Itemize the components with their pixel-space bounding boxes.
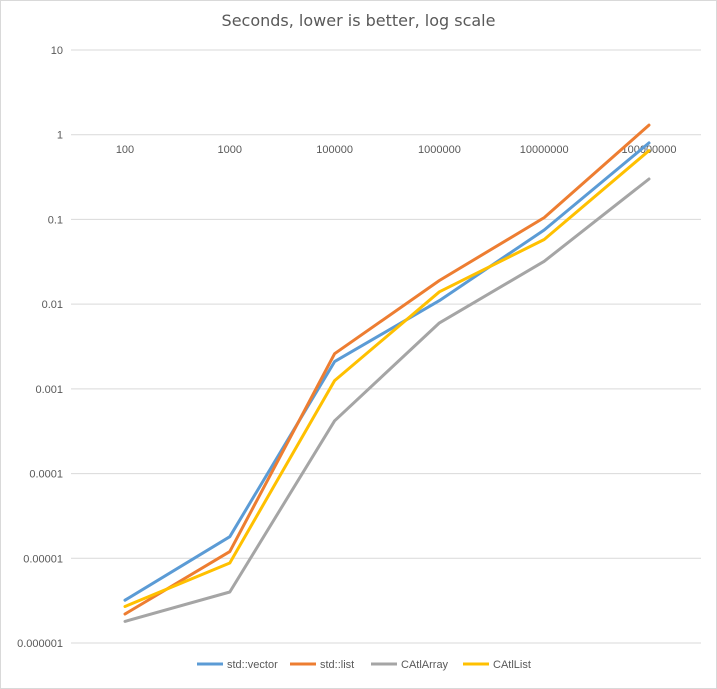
series-catllist	[123, 149, 651, 608]
legend-label: CAtlList	[493, 659, 531, 671]
chart-title: Seconds, lower is better, log scale	[221, 11, 496, 30]
y-tick-label: 0.001	[35, 384, 63, 396]
legend-item: CAtlList	[463, 659, 531, 671]
y-tick-label: 10	[51, 45, 63, 57]
x-tick-label: 100000	[316, 144, 353, 156]
x-tick-label: 1000000	[418, 144, 461, 156]
legend-label: CAtlArray	[401, 659, 449, 671]
series-std-list	[123, 123, 651, 616]
x-tick-label: 100	[116, 144, 134, 156]
x-axis-ticks: 100 1000 100000 1000000 10000000 100000000	[116, 144, 677, 156]
y-axis-ticks: 10 1 0.1 0.01 0.001 0.0001 0.00001 0.000001	[17, 45, 63, 650]
y-tick-label: 0.00001	[23, 553, 63, 565]
legend: std::vector std::list CAtlArray CAtlList	[197, 659, 531, 671]
series-line	[123, 123, 651, 616]
series-line	[123, 149, 651, 608]
series-lines	[123, 123, 651, 623]
x-tick-label: 10000000	[520, 144, 569, 156]
legend-item: std::vector	[197, 659, 278, 671]
y-tick-label: 1	[57, 130, 63, 142]
legend-item: std::list	[290, 659, 354, 671]
y-tick-label: 0.0001	[29, 469, 63, 481]
series-std-vector	[123, 141, 651, 602]
y-tick-label: 0.000001	[17, 638, 63, 650]
series-line	[123, 141, 651, 602]
y-tick-label: 0.1	[48, 214, 63, 226]
series-line	[123, 177, 651, 623]
x-tick-label: 1000	[218, 144, 242, 156]
legend-label: std::vector	[227, 659, 278, 671]
gridlines	[71, 49, 701, 644]
y-tick-label: 0.01	[42, 299, 63, 311]
series-catlarray	[123, 177, 651, 623]
legend-label: std::list	[320, 659, 354, 671]
legend-item: CAtlArray	[371, 659, 449, 671]
